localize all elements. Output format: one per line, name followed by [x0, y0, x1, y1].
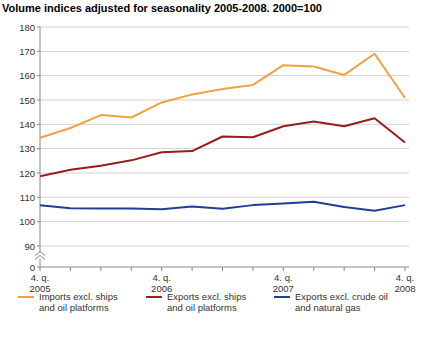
legend-swatch — [274, 296, 290, 298]
grid-line — [40, 100, 409, 101]
x-tick — [374, 267, 375, 271]
legend-label: Imports excl. shipsand oil platforms — [39, 291, 118, 313]
x-tick — [252, 267, 253, 271]
x-tick-label-line: 4. q. — [396, 272, 415, 283]
x-tick — [131, 267, 132, 271]
y-tick-label: 140 — [19, 119, 35, 130]
grid-line — [40, 51, 409, 52]
axis-break-bg — [35, 253, 45, 259]
x-axis — [40, 267, 409, 268]
axis-break — [35, 256, 45, 260]
legend-label: Exports excl. shipsand oil platforms — [167, 291, 246, 313]
x-tick — [161, 267, 162, 271]
grid-line — [40, 197, 409, 198]
y-tick-label: 100 — [19, 216, 35, 227]
x-tick-label-line: 4. q. — [152, 272, 171, 283]
x-tick-label-line: 2007 — [273, 283, 294, 294]
x-tick-label-line: 2008 — [394, 283, 415, 294]
plot-area — [40, 54, 405, 211]
x-tick — [344, 267, 345, 271]
title: Volume indices adjusted for seasonality … — [2, 2, 322, 14]
legend-label-line: and natural gas — [295, 302, 361, 313]
series-line — [40, 202, 405, 211]
chart: Volume indices adjusted for seasonality … — [0, 0, 426, 361]
y-tick-label: 130 — [19, 143, 35, 154]
y-tick-label: 90 — [24, 241, 35, 252]
x-tick — [283, 267, 284, 271]
x-tick-label: 4. q.2008 — [394, 272, 415, 294]
legend-swatch — [18, 296, 34, 298]
grid-line — [40, 246, 409, 247]
x-tick — [222, 267, 223, 271]
grid-line — [40, 221, 409, 222]
y-tick-label: 170 — [19, 46, 35, 57]
x-tick — [40, 267, 41, 271]
y-tick-label: 180 — [19, 22, 35, 33]
x-tick — [313, 267, 314, 271]
grid-line — [40, 27, 409, 28]
y-axis — [40, 27, 41, 267]
series-line — [40, 118, 405, 176]
x-tick — [405, 267, 406, 271]
x-tick-label: 4. q.2007 — [273, 272, 294, 294]
legend-swatch — [146, 296, 162, 298]
x-tick — [192, 267, 193, 271]
y-tick-label: 120 — [19, 168, 35, 179]
legend-label-line: Exports excl. ships — [167, 291, 246, 302]
y-tick-label: 150 — [19, 95, 35, 106]
x-tick — [100, 267, 101, 271]
grid-line — [40, 148, 409, 149]
legend-label-line: and oil platforms — [167, 302, 237, 313]
x-tick — [70, 267, 71, 271]
x-tick-label-line: 4. q. — [274, 272, 293, 283]
page: {"chart_data": {"type": "line", "title":… — [0, 0, 426, 361]
grid-line — [40, 173, 409, 174]
y-tick-label: 0 — [30, 262, 35, 273]
y-tick-label: 110 — [20, 192, 35, 203]
legend-label: Exports excl. crude oiland natural gas — [295, 291, 388, 313]
legend-label-line: Exports excl. crude oil — [295, 291, 388, 302]
legend-label-line: Imports excl. ships — [39, 291, 118, 302]
grid-line — [40, 75, 409, 76]
y-tick-label: 160 — [19, 70, 35, 81]
x-tick-label-line: 4. q. — [31, 272, 50, 283]
legend-label-line: and oil platforms — [39, 302, 109, 313]
